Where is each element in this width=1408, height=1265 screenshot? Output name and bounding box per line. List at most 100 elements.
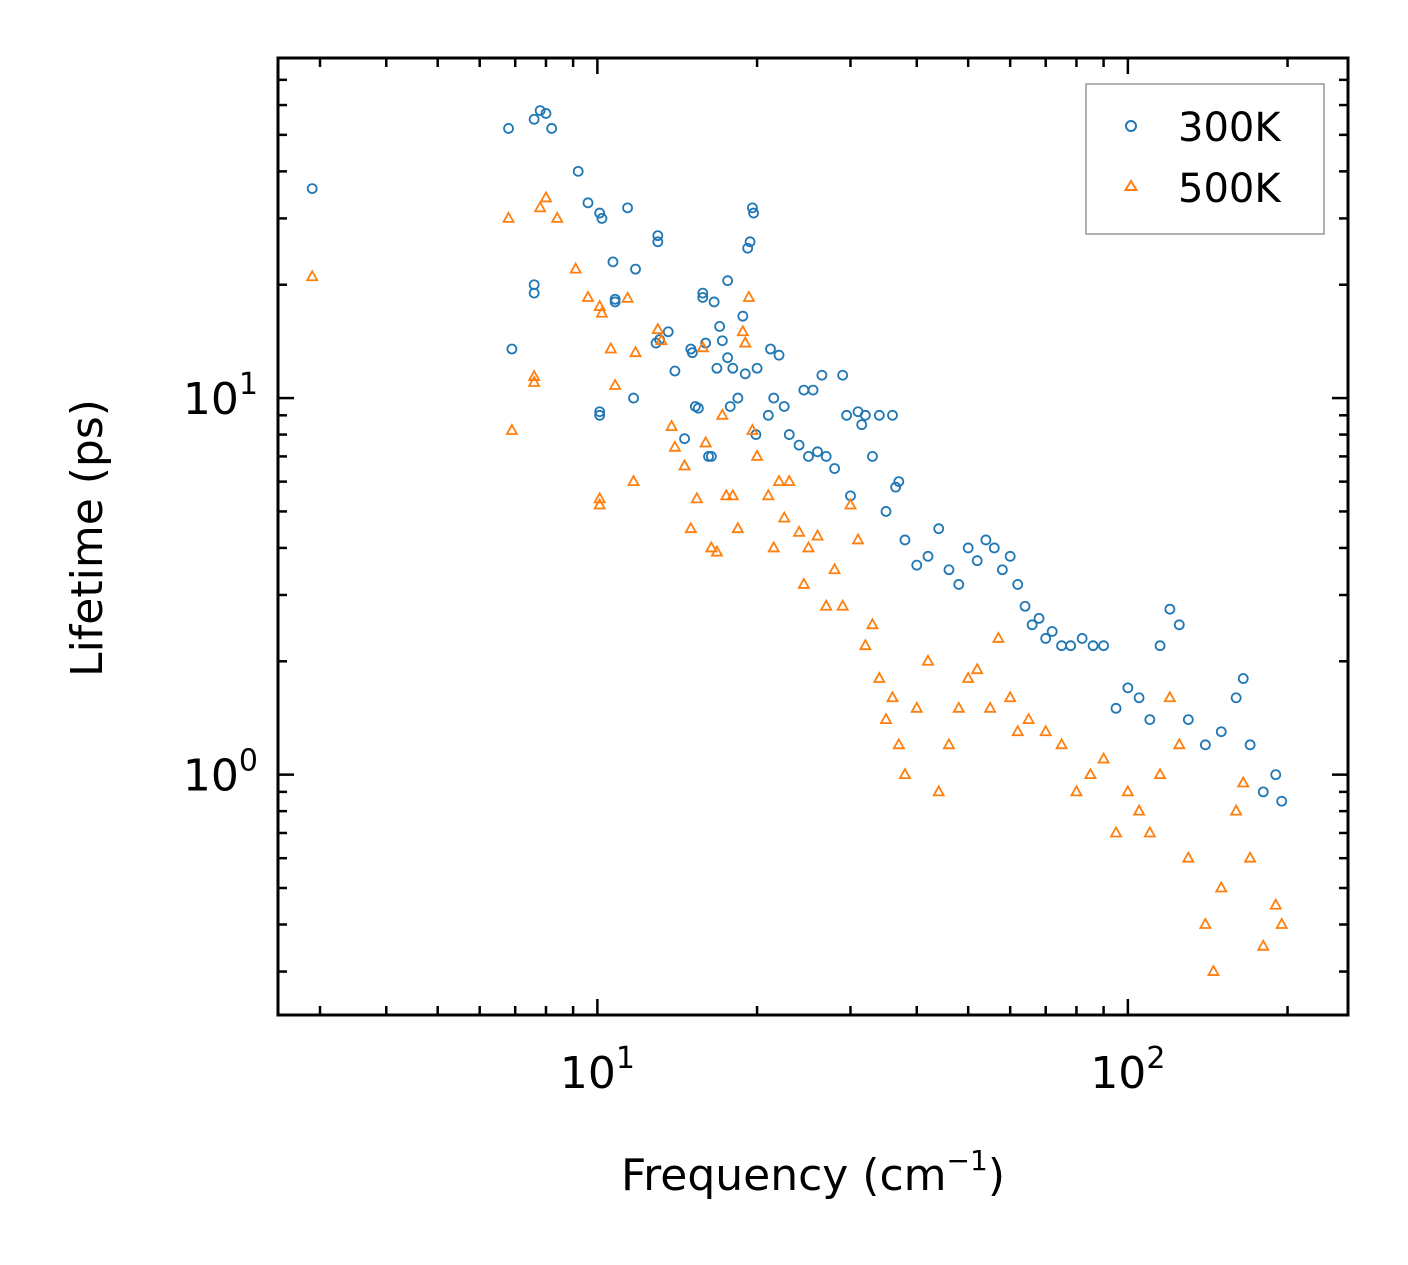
data-point-300K bbox=[980, 534, 992, 546]
data-point-500K bbox=[719, 488, 733, 501]
data-point-300K bbox=[1087, 640, 1099, 652]
data-point-300K bbox=[1144, 714, 1156, 726]
data-point-300K bbox=[803, 451, 814, 462]
data-point-300K bbox=[622, 202, 633, 214]
legend: 300K 500K bbox=[1085, 83, 1325, 235]
legend-marker-500k bbox=[1123, 179, 1139, 191]
data-point-300K bbox=[506, 343, 518, 355]
data-point-300K bbox=[807, 384, 819, 396]
data-point-300K bbox=[1164, 603, 1176, 615]
data-point-300K bbox=[1046, 626, 1058, 637]
data-point-500K bbox=[1083, 767, 1097, 780]
data-point-500K bbox=[828, 562, 842, 575]
data-point-300K bbox=[943, 564, 955, 576]
data-point-300K bbox=[528, 279, 540, 291]
data-point-300K bbox=[1133, 692, 1145, 704]
data-point-300K bbox=[737, 310, 749, 322]
data-point-500K bbox=[792, 524, 806, 537]
x-tick-label: 102 bbox=[1090, 1041, 1165, 1099]
data-point-500K bbox=[797, 577, 811, 589]
data-point-300K bbox=[1004, 550, 1016, 562]
data-point-500K bbox=[595, 305, 609, 318]
data-point-500K bbox=[726, 488, 740, 501]
data-point-500K bbox=[668, 439, 682, 452]
data-point-500K bbox=[628, 345, 643, 358]
data-point-300K bbox=[933, 523, 945, 535]
data-point-300K bbox=[739, 368, 751, 380]
data-point-500K bbox=[604, 341, 618, 354]
data-point-300K bbox=[306, 183, 318, 194]
data-point-300K bbox=[996, 564, 1008, 576]
data-point-500K bbox=[1198, 917, 1212, 929]
data-point-300K bbox=[856, 419, 868, 431]
data-point-300K bbox=[1098, 640, 1109, 652]
data-point-300K bbox=[1173, 619, 1185, 631]
data-point-500K bbox=[1256, 938, 1270, 951]
data-point-300K bbox=[742, 242, 754, 254]
data-point-300K bbox=[724, 401, 736, 412]
data-point-300K bbox=[773, 349, 785, 361]
data-point-300K bbox=[1270, 769, 1282, 781]
data-point-500K bbox=[704, 540, 718, 553]
data-point-300K bbox=[714, 321, 726, 332]
data-point-500K bbox=[1121, 784, 1135, 797]
data-point-500K bbox=[970, 662, 984, 675]
data-point-500K bbox=[1243, 850, 1257, 863]
data-point-300K bbox=[686, 347, 698, 359]
data-point-500K bbox=[1181, 850, 1195, 863]
data-point-300K bbox=[722, 352, 734, 364]
data-point-300K bbox=[594, 207, 606, 219]
data-point-300K bbox=[880, 506, 892, 517]
data-point-300K bbox=[540, 108, 552, 119]
y-tick-label: 100 bbox=[183, 744, 258, 802]
data-point-500K bbox=[1022, 712, 1036, 725]
data-point-300K bbox=[859, 409, 871, 421]
data-point-300K bbox=[1122, 682, 1134, 694]
data-point-500K bbox=[654, 333, 668, 346]
data-point-500K bbox=[1163, 690, 1177, 703]
data-point-300K bbox=[762, 409, 774, 421]
data-point-300K bbox=[747, 202, 758, 214]
data-point-500K bbox=[1011, 724, 1025, 737]
data-point-500K bbox=[1236, 775, 1250, 788]
data-point-500K bbox=[715, 407, 729, 420]
data-point-300K bbox=[922, 550, 934, 562]
data-point-300K bbox=[1230, 692, 1242, 704]
x-tick-labels: 101 102 bbox=[560, 1041, 1166, 1099]
data-point-500K bbox=[851, 532, 865, 545]
data-point-300K bbox=[873, 409, 885, 421]
data-point-300K bbox=[1076, 633, 1088, 644]
data-point-500K bbox=[539, 190, 553, 203]
data-point-300K bbox=[594, 409, 606, 421]
data-point-300K bbox=[1154, 640, 1166, 652]
data-point-300K bbox=[893, 476, 905, 488]
data-point-300K bbox=[1040, 633, 1052, 644]
data-point-500K bbox=[710, 544, 724, 557]
data-point-300K bbox=[837, 369, 849, 381]
data-point-300K bbox=[727, 362, 739, 374]
y-tick-labels: 100 101 bbox=[183, 367, 258, 802]
data-point-300K bbox=[899, 534, 911, 546]
data-point-500K bbox=[1097, 751, 1111, 764]
plot-frame bbox=[276, 56, 1350, 1017]
data-point-300K bbox=[793, 439, 805, 451]
data-point-500K bbox=[767, 540, 781, 553]
data-point-500K bbox=[1275, 917, 1289, 929]
data-point-500K bbox=[736, 324, 750, 337]
data-point-300K bbox=[582, 197, 594, 209]
data-point-500K bbox=[1003, 690, 1017, 703]
data-point-300K bbox=[546, 123, 558, 134]
data-point-300K bbox=[751, 362, 763, 374]
data-point-500K bbox=[696, 340, 710, 353]
data-point-500K bbox=[569, 261, 583, 274]
data-point-500K bbox=[777, 510, 791, 523]
data-point-500K bbox=[742, 290, 756, 302]
data-point-500K bbox=[961, 671, 975, 683]
data-point-300K bbox=[534, 105, 546, 116]
data-point-300K bbox=[962, 542, 974, 554]
data-point-500K bbox=[836, 598, 850, 611]
data-point-500K bbox=[505, 423, 519, 435]
data-point-500K bbox=[991, 631, 1005, 643]
data-point-500K bbox=[1132, 803, 1146, 816]
data-point-300K bbox=[1110, 702, 1122, 714]
